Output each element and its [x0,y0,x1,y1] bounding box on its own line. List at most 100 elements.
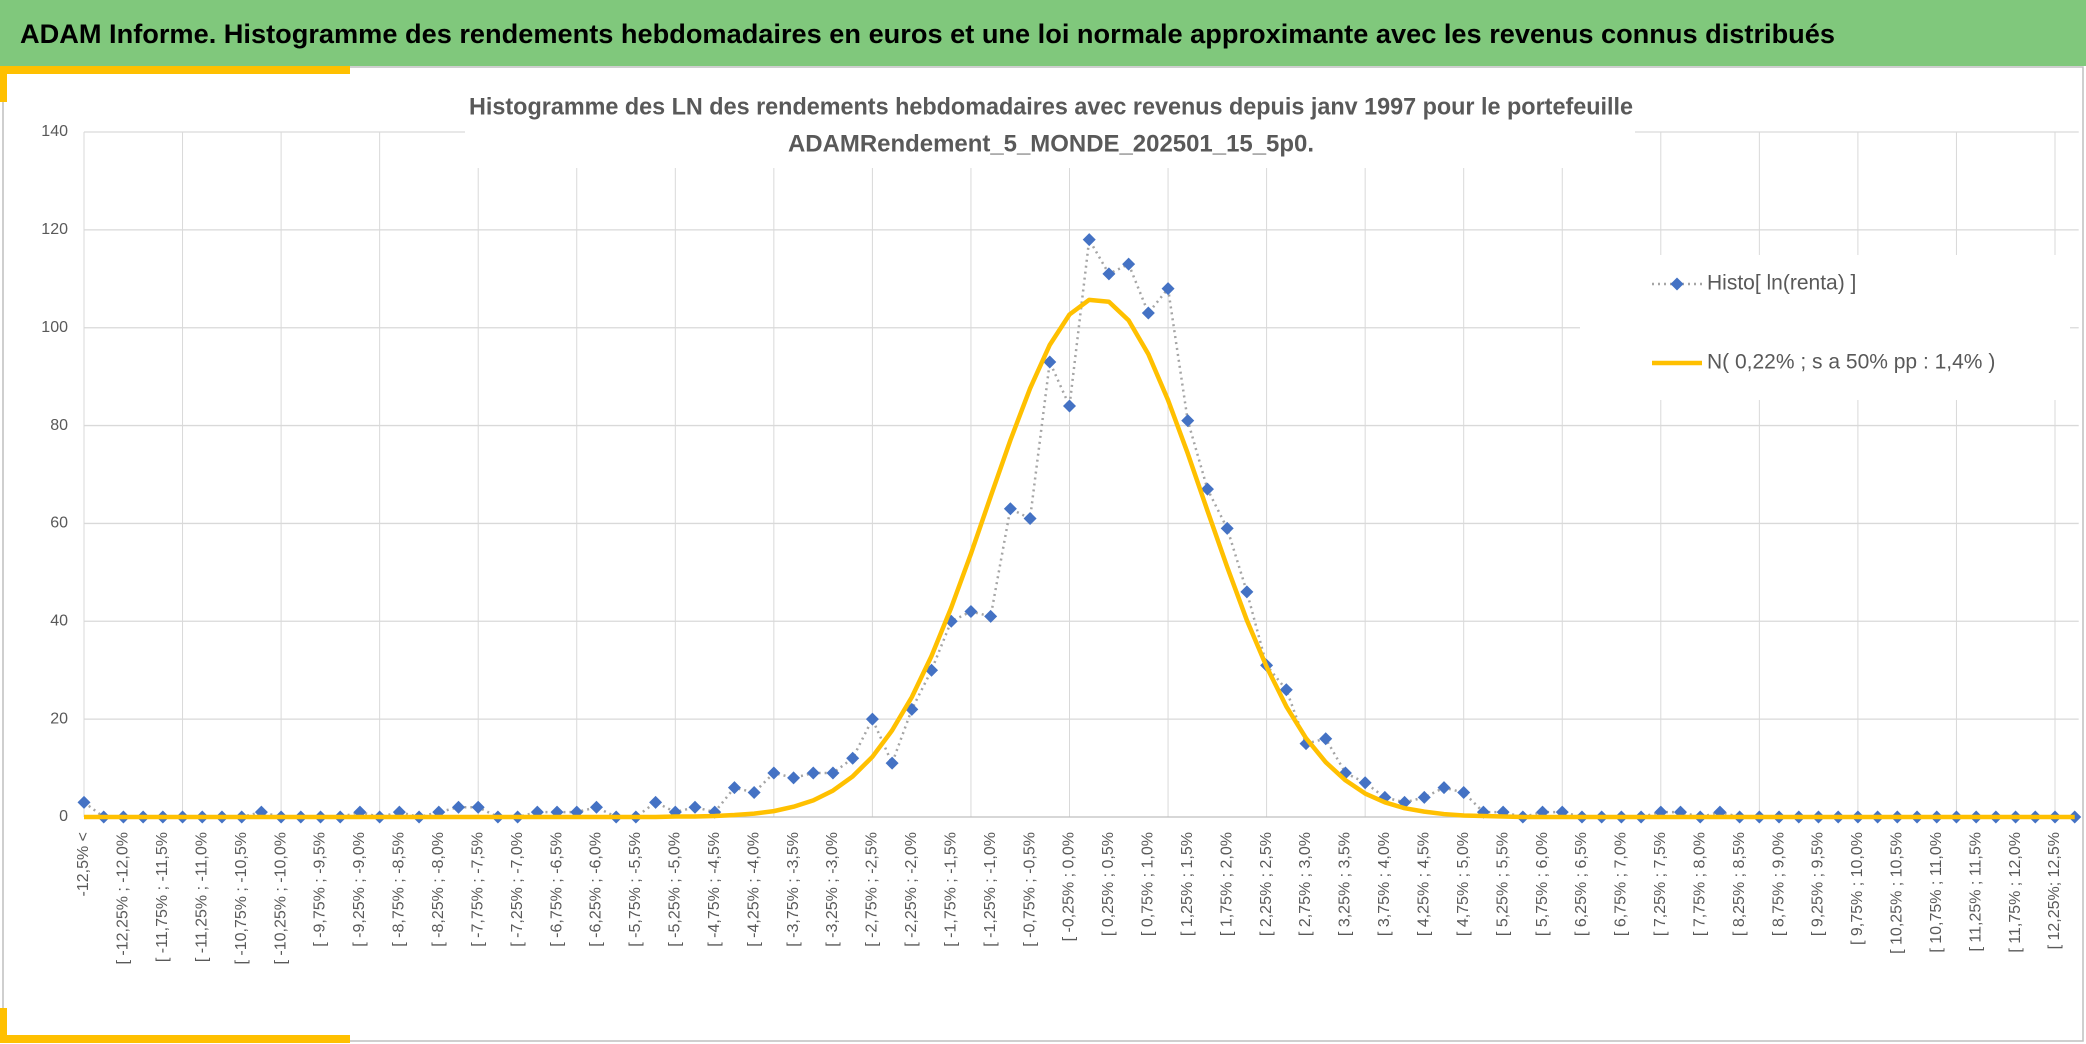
x-tick-label: [ -9,25% ; -9,0% [351,832,368,947]
diamond-marker [1457,786,1471,800]
x-tick-label: [ 3,25% ; 3,5% [1337,832,1354,936]
legend-box [1580,255,2070,400]
y-tick-label: 140 [41,123,68,140]
x-tick-label: [ -4,75% ; -4,5% [706,832,723,947]
chart-title: ADAMRendement_5_MONDE_202501_15_5p0. [788,130,1314,157]
diamond-marker [885,756,899,770]
x-tick-label: [ 1,25% ; 1,5% [1179,832,1196,936]
accent [0,66,350,74]
diamond-marker [1437,781,1451,795]
series-line [84,297,2075,820]
x-tick-label: [ -0,25% ; 0,0% [1061,832,1078,941]
x-tick-label: [ 10,25% ; 10,5% [1889,832,1906,954]
diamond-marker [1141,306,1155,320]
x-tick-label: [ 11,75% ; 12,0% [2007,832,2024,953]
accent [0,66,7,102]
x-tick-label: [ -10,75% ; -10,5% [233,832,250,965]
diamond-marker [747,786,761,800]
x-tick-label: [ -2,25% ; -2,0% [903,832,920,947]
diamond-marker [787,771,801,785]
x-tick-label: [ -3,25% ; -3,0% [824,832,841,947]
x-tick-label: [ -8,75% ; -8,5% [391,832,408,947]
diamond-marker [984,609,998,623]
diamond-marker [1319,732,1333,746]
x-tick-label: [ 4,75% ; 5,0% [1455,832,1472,936]
diamond-marker [826,766,840,780]
chart-title: Histogramme des LN des rendements hebdom… [469,93,1633,120]
diamond-marker [727,781,741,795]
diamond-marker [451,800,465,814]
y-tick-label: 20 [50,710,68,727]
diamond-marker [649,795,663,809]
x-tick-label: [ -3,75% ; -3,5% [785,832,802,947]
diamond-marker [1161,282,1175,296]
diamond-marker [1023,512,1037,526]
x-tick-label: [ 3,75% ; 4,0% [1376,832,1393,936]
x-tick-label: [ -6,25% ; -6,0% [588,832,605,947]
diamond-marker [1358,776,1372,790]
x-tick-label: -12,5% < [75,832,92,896]
y-tick-label: 120 [41,221,68,238]
accent [0,1035,350,1043]
header-title: ADAM Informe. Histogramme des rendements… [20,19,1835,49]
x-tick-label: [ -1,75% ; -1,5% [942,832,959,947]
diamond-marker [1200,482,1214,496]
x-tick-label: [ -5,25% ; -5,0% [667,832,684,947]
x-tick-label: [ 10,75% ; 11,0% [1928,832,1945,953]
x-tick-label: [ -2,75% ; -2,5% [864,832,881,947]
x-tick-label: [ 9,25% ; 9,5% [1810,832,1827,936]
diamond-marker [77,795,91,809]
plot [77,233,2082,824]
x-tick-label: [ 0,25% ; 0,5% [1100,832,1117,936]
diamond-marker [1122,257,1136,271]
diamond-marker [1279,683,1293,697]
diamond-marker [1181,414,1195,428]
y-tick-label: 60 [50,515,68,532]
x-tick-label: [ 5,25% ; 5,5% [1494,832,1511,936]
diamond-marker [846,751,860,765]
legend-label: N( 0,22% ; s a 50% pp : 1,4% ) [1707,351,1995,374]
diamond-marker [865,712,879,726]
title-background [465,88,1635,168]
diamond-marker [806,766,820,780]
x-tick-label: [ -1,25% ; -1,0% [982,832,999,947]
x-tick-label: [ 1,75% ; 2,0% [1218,832,1235,936]
diamond-marker [767,766,781,780]
x-tick-label: [ 12,25%; 12,5% [2046,832,2063,949]
y-tick-label: 100 [41,319,68,336]
x-tick-label: [ 4,25% ; 4,5% [1415,832,1432,936]
x-tick-label: [ 2,25% ; 2,5% [1258,832,1275,936]
x-tick-label: [ 7,75% ; 8,0% [1691,832,1708,936]
y-tick-label: 80 [50,417,68,434]
header-bar [0,0,2086,66]
diamond-marker [1043,355,1057,369]
diamond-marker [471,800,485,814]
diamond-marker [964,605,978,618]
x-tick-label: [ 0,75% ; 1,0% [1140,832,1157,936]
legend-label: Histo[ ln(renta) ] [1707,272,1856,295]
diamond-marker [1220,521,1234,535]
diamond-marker [589,800,603,814]
legend: Histo[ ln(renta) ] N( 0,22% ; s a 50% pp … [1580,255,2070,400]
x-tick-label: [ -7,75% ; -7,5% [469,832,486,947]
x-tick-label: [ -12,25% ; -12,0% [115,832,132,965]
x-tick-label: [ -11,75% ; -11,5% [154,832,171,962]
diamond-marker [1003,502,1017,516]
accent [0,1008,7,1043]
x-tick-label: [ -9,75% ; -9,5% [312,832,329,947]
x-tick-label: [ -4,25% ; -4,0% [745,832,762,947]
x-tick-label: [ 11,25% ; 11,5% [1967,832,1984,951]
diamond-marker [688,800,702,814]
x-tick-label: [ 6,75% ; 7,0% [1613,832,1630,936]
diamond-marker [1102,267,1116,281]
diamond-marker [1417,790,1431,804]
diamond-marker [1240,585,1254,599]
y-tick-label: 40 [50,613,68,630]
x-tick-label: [ 8,25% ; 8,5% [1731,832,1748,936]
x-tick-label: [ -7,25% ; -7,0% [509,832,526,947]
x-tick-label: [ -11,25% ; -11,0% [193,832,210,962]
diamond-marker [1063,399,1076,413]
x-tick-label: [ -0,75% ; -0,5% [1021,832,1038,947]
x-tick-label: [ -8,25% ; -8,0% [430,832,447,947]
